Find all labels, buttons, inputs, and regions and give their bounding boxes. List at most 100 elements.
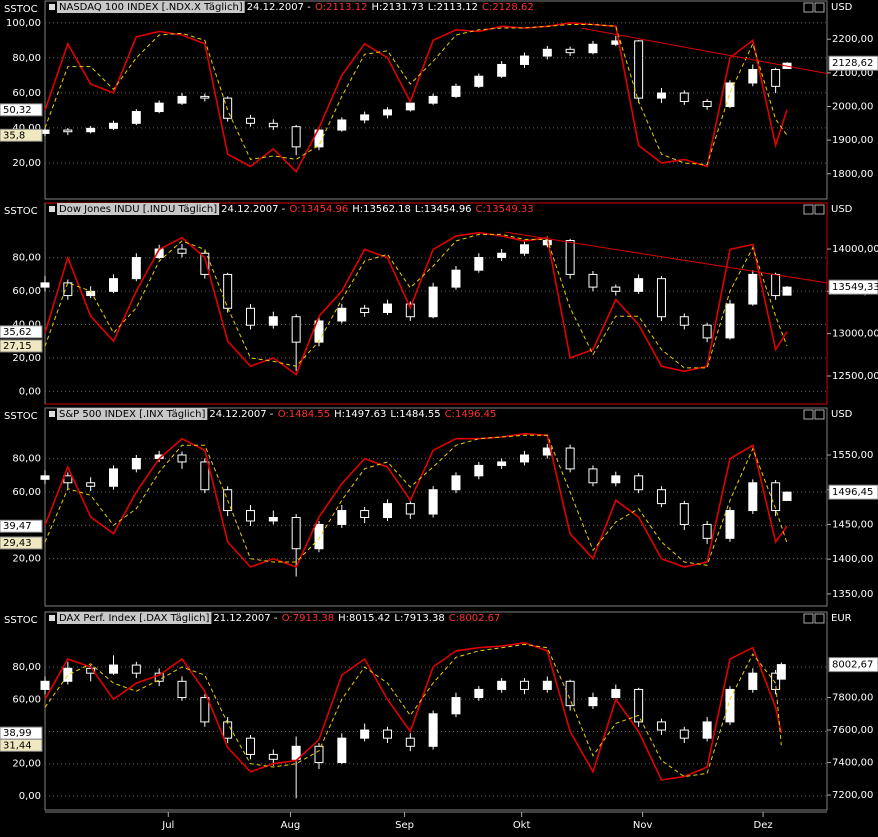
header-icon — [49, 411, 55, 417]
header-icon — [49, 4, 55, 10]
stoch-line — [44, 434, 788, 566]
y-tick-label: 80,00 — [12, 662, 41, 673]
unit-label: EUR — [831, 613, 852, 624]
candle-body — [223, 97, 233, 119]
candle-body — [268, 753, 278, 760]
y-tick-label: 60,00 — [12, 286, 41, 297]
candle-body — [497, 461, 507, 466]
header-low: L:7913.38 — [394, 613, 444, 624]
candle-body — [360, 114, 370, 121]
header-icon — [49, 615, 55, 621]
y-tick-label: 0,00 — [19, 386, 41, 397]
candle-body — [611, 40, 621, 45]
header: DAX Perf. Index [.DAX Täglich] 21.12.2007… — [59, 613, 500, 624]
x-tick-label: Dez — [754, 820, 773, 831]
candle-body — [748, 273, 758, 305]
header-open: O:7913.38 — [282, 613, 334, 624]
header-open: O:1484.55 — [278, 409, 330, 420]
stoch-line — [44, 21, 788, 174]
last-value-box — [0, 738, 43, 752]
window-button — [803, 613, 814, 624]
candle-body — [611, 286, 621, 292]
candle-body — [314, 320, 324, 343]
candle-body — [268, 517, 278, 522]
y2-tick-label: 1400,00 — [832, 554, 873, 565]
candle-body — [451, 697, 461, 715]
candle-body — [679, 729, 689, 739]
x-tick-label: Nov — [633, 820, 653, 831]
candle-body — [782, 286, 792, 296]
candle-body — [679, 503, 689, 525]
stoch-line — [44, 432, 788, 569]
candle-body — [542, 48, 552, 57]
window-button — [803, 409, 814, 420]
candle-body — [314, 523, 324, 550]
candle-body — [405, 303, 415, 318]
candle-body — [131, 256, 141, 280]
candle-body — [771, 273, 781, 297]
candle-body — [382, 109, 392, 116]
candle-body — [519, 55, 529, 65]
candle-body — [131, 664, 141, 674]
y2-tick-label: 12500,00 — [832, 371, 878, 382]
y2-tick-label: 1550,00 — [832, 450, 873, 461]
header: S&P 500 INDEX [.INX Täglich] 24.12.2007 -… — [59, 409, 496, 420]
candle-body — [611, 475, 621, 484]
last-value-label: 35,62 — [3, 327, 32, 338]
header: NASDAQ 100 INDEX [.NDX.X Täglich] 24.12.2… — [59, 2, 534, 13]
y-tick-label: 80,00 — [12, 53, 41, 64]
last-price-box — [828, 279, 878, 295]
window-button — [814, 204, 825, 215]
y2-tick-label: 7400,00 — [832, 758, 873, 769]
x-tick-label: Jul — [161, 820, 174, 831]
candle-body — [200, 461, 210, 491]
candle-body — [177, 680, 187, 699]
unit-label: USD — [831, 2, 853, 13]
candle-body — [109, 468, 118, 487]
candle-body — [565, 48, 575, 54]
last-value-label: 35,8 — [3, 130, 25, 141]
header-title: NASDAQ 100 INDEX [.NDX.X Täglich] — [59, 2, 243, 13]
candle-body — [245, 307, 255, 326]
y-tick-label: 100,00 — [6, 18, 41, 29]
candle-body — [634, 278, 644, 292]
candle-body — [314, 129, 324, 148]
header-date: 21.12.2007 - — [213, 613, 277, 624]
header-high: H:1497.63 — [334, 409, 386, 420]
trendline — [505, 231, 828, 284]
candle-body — [63, 667, 73, 682]
header-date: 24.12.2007 - — [221, 204, 285, 215]
candle-body — [177, 248, 187, 254]
panel-frame — [44, 407, 828, 607]
header-open: O:2113.12 — [315, 2, 367, 13]
stoch-line — [44, 643, 782, 778]
candle-body — [725, 510, 735, 539]
candle-body — [474, 75, 484, 87]
candle-body — [497, 63, 507, 77]
candle-body — [428, 713, 438, 747]
y2-tick-label: 1350,00 — [832, 589, 873, 600]
candle-body — [337, 510, 347, 525]
candle-body — [611, 688, 621, 699]
candle-body — [245, 117, 255, 124]
header-title-bg — [57, 203, 220, 215]
candle-body — [497, 252, 507, 258]
y2-tick-label: 13000,00 — [832, 329, 878, 340]
header-low: L:13454.96 — [415, 204, 472, 215]
window-button — [803, 2, 814, 13]
candle-body — [451, 269, 461, 288]
candle-body — [588, 273, 598, 288]
candle-body — [40, 475, 50, 480]
window-button — [814, 2, 825, 13]
unit-label: USD — [831, 204, 853, 215]
header-title: Dow Jones INDU [.INDU Täglich] — [59, 204, 217, 215]
candle-body — [177, 454, 187, 463]
candle-body — [314, 745, 324, 764]
candle-body — [223, 273, 233, 309]
candle-body — [565, 680, 575, 707]
candle-body — [451, 475, 461, 491]
candle-body — [679, 92, 689, 102]
candle-body — [63, 282, 73, 297]
candle-body — [748, 672, 758, 690]
candle-body — [200, 95, 210, 99]
